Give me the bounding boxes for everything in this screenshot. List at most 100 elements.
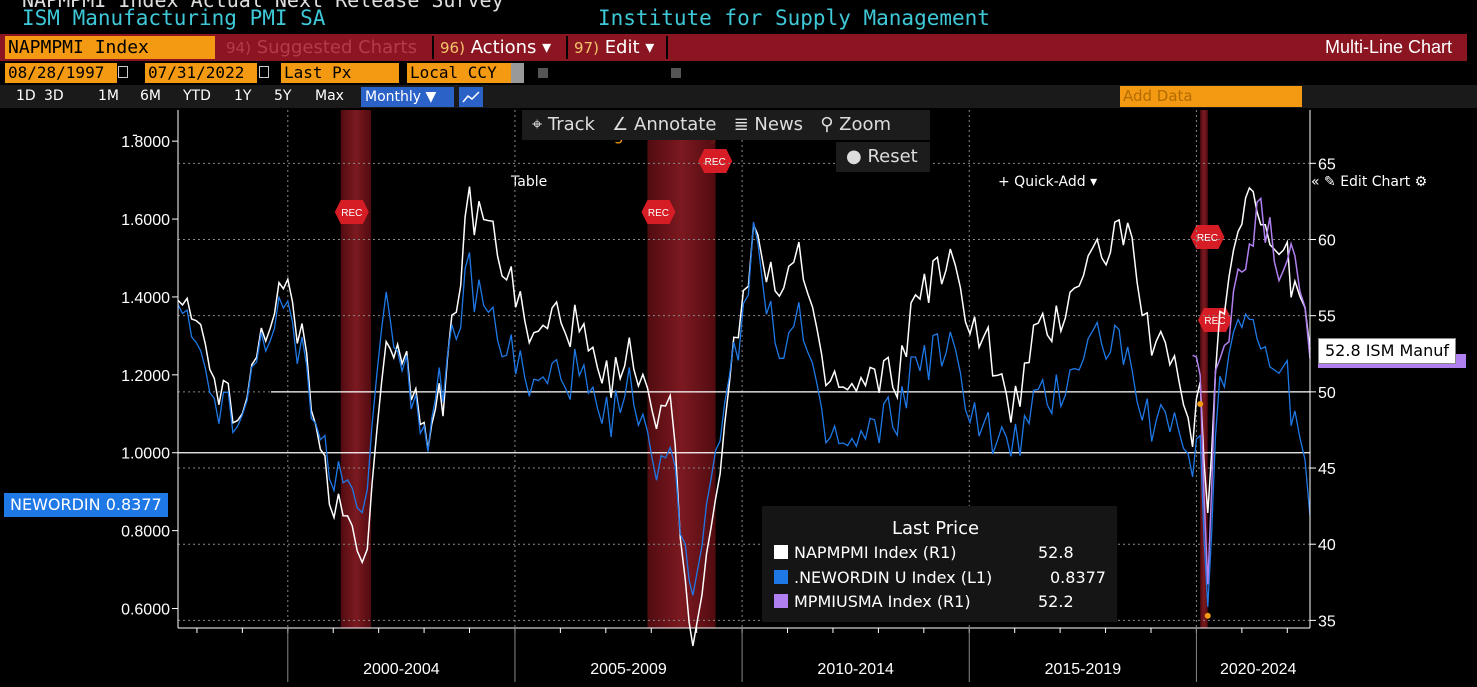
legend-swatch (774, 570, 788, 584)
legend-label: NAPMPMI Index (R1) (794, 543, 957, 562)
edit-num: 97) (574, 39, 599, 57)
currency-dropdown-icon[interactable] (511, 63, 524, 83)
event-marker (1204, 612, 1211, 619)
reset-icon: ● (846, 146, 862, 167)
right-tick-label: 55 (1318, 309, 1336, 326)
period-button-ytd[interactable]: YTD (183, 88, 211, 104)
date-dash: - (132, 125, 138, 144)
news-icon[interactable]: ≣ (733, 114, 749, 135)
calendar-icon[interactable] (259, 66, 269, 78)
legend-row[interactable]: .NEWORDIN U Index (L1) 0.8377 (774, 568, 1106, 587)
x-tick-label: 2000-2004 (363, 661, 440, 678)
suggested-charts-num: 94) (226, 39, 251, 57)
actions-label: Actions ▾ (470, 37, 552, 58)
annotate-button[interactable]: Annotate (634, 114, 717, 135)
zoom-icon[interactable]: ⚲ (820, 114, 834, 135)
period-button-5y[interactable]: 5Y (274, 88, 292, 104)
right-tick-label: 65 (1318, 156, 1336, 173)
currency-select[interactable]: Local CCY (407, 63, 511, 83)
x-tick-label: 2015-2019 (1045, 661, 1122, 678)
period-button-1m[interactable]: 1M (98, 88, 119, 104)
legend-value: 0.8377 (1050, 568, 1106, 587)
add-data-input[interactable]: Add Data (1120, 86, 1302, 107)
legend-value: 52.8 (1038, 543, 1074, 562)
ticker-field[interactable]: NAPMPMI Index (5, 36, 215, 59)
rec-marker: REC (334, 200, 369, 224)
edit-chart-button[interactable]: « ✎ Edit Chart ⚙ (1311, 174, 1428, 190)
right-tick-label: 45 (1318, 461, 1336, 478)
rec-flag-label: REC (341, 208, 362, 219)
x-tick-label: 2010-2014 (817, 661, 894, 678)
x-tick-label: 2020-2024 (1220, 661, 1297, 678)
edit-menu[interactable]: 97) Edit ▾ (574, 36, 654, 59)
rec-flag-label: REC (648, 208, 669, 219)
start-date-field[interactable]: 08/28/1997 (5, 63, 117, 83)
rec-flag-label: REC (1197, 233, 1218, 244)
news-button[interactable]: News (754, 114, 804, 135)
period-button-6m[interactable]: 6M (140, 88, 161, 104)
rec-flag-label: REC (705, 157, 726, 168)
source-name: Institute for Supply Management (598, 6, 990, 30)
zoom-button[interactable]: Zoom (839, 114, 892, 135)
recession-band (1200, 110, 1208, 628)
period-button-3d[interactable]: 3D (44, 88, 64, 104)
menu-divider (432, 36, 434, 59)
rec-flag-shape (698, 149, 733, 173)
left-tick-label: 1.2000 (121, 368, 170, 385)
legend-label: .NEWORDIN U Index (L1) (794, 568, 993, 587)
key-events-checkbox[interactable] (671, 68, 681, 78)
crosshair-icon[interactable]: ⌖ (532, 114, 543, 135)
period-button-1d[interactable]: 1D (16, 88, 36, 104)
right-tick-label: 35 (1318, 613, 1336, 630)
end-date-field[interactable]: 07/31/2022 (145, 63, 257, 83)
right-tick-label: 40 (1318, 537, 1336, 554)
series-line-newordinuindex (177, 221, 1311, 607)
left-tick-label: 1.4000 (121, 290, 170, 307)
reset-button[interactable]: Reset (867, 146, 918, 167)
left-last-value-tag: NEWORDIN 0.8377 (4, 493, 168, 517)
rec-flag-shape (334, 200, 369, 224)
rec-marker: REC (1197, 308, 1232, 332)
legend-row[interactable]: NAPMPMI Index (R1) 52.8 (774, 543, 1074, 562)
x-tick-label: 2005-2009 (590, 661, 667, 678)
period-button-max[interactable]: Max (315, 88, 344, 104)
legend-label: MPMIUSMA Index (R1) (794, 592, 971, 611)
suggested-charts-menu[interactable]: 94) Suggested Charts (226, 36, 417, 59)
actions-menu[interactable]: 96) Actions ▾ (440, 36, 551, 59)
menu-bar (0, 34, 1467, 61)
left-tick-label: 1.0000 (121, 446, 170, 463)
actions-num: 96) (440, 39, 465, 57)
reset-control[interactable]: ● Reset (836, 142, 930, 172)
series-line-mpmiusmaindex (1192, 196, 1311, 585)
chart-tools: ⌖ Track ∠ Annotate ≣ News ⚲ Zoom (522, 110, 930, 140)
calendar-icon[interactable] (118, 66, 128, 78)
event-marker (1197, 401, 1204, 408)
right-last-value-tag: 52.8 ISM Manuf (1318, 338, 1456, 364)
menu-divider (566, 36, 568, 59)
price-field-select[interactable]: Last Px (281, 63, 399, 83)
quick-add-button[interactable]: + Quick-Add ▾ (998, 174, 1098, 190)
left-tick-label: 0.8000 (121, 524, 170, 541)
line-chart-icon[interactable] (459, 87, 483, 107)
left-tick-label: 1.8000 (121, 134, 170, 151)
mov-avgs-checkbox[interactable] (538, 68, 548, 78)
legend-row[interactable]: MPMIUSMA Index (R1) 52.2 (774, 592, 1074, 611)
frequency-select[interactable]: Monthly ▼ (361, 87, 454, 107)
legend-header: Last Price (892, 518, 980, 539)
rec-flag-shape (641, 200, 676, 224)
period-button-1y[interactable]: 1Y (234, 88, 252, 104)
annotate-icon[interactable]: ∠ (612, 114, 629, 135)
rec-marker: REC (641, 200, 676, 224)
rec-marker: REC (698, 149, 733, 173)
track-button[interactable]: Track (547, 114, 595, 135)
left-tick-label: 0.6000 (121, 602, 170, 619)
suggested-charts-label: Suggested Charts (256, 37, 417, 58)
header-clipped-row: NAPMPMI Index Actual Next Release Survey (22, 0, 504, 12)
table-button[interactable]: Table (511, 174, 548, 190)
recession-band (647, 110, 716, 628)
rec-marker: REC (1190, 225, 1225, 249)
legend-swatch (774, 594, 788, 608)
rec-flag-label: REC (1204, 316, 1225, 327)
right-tick-label: 50 (1318, 385, 1336, 402)
